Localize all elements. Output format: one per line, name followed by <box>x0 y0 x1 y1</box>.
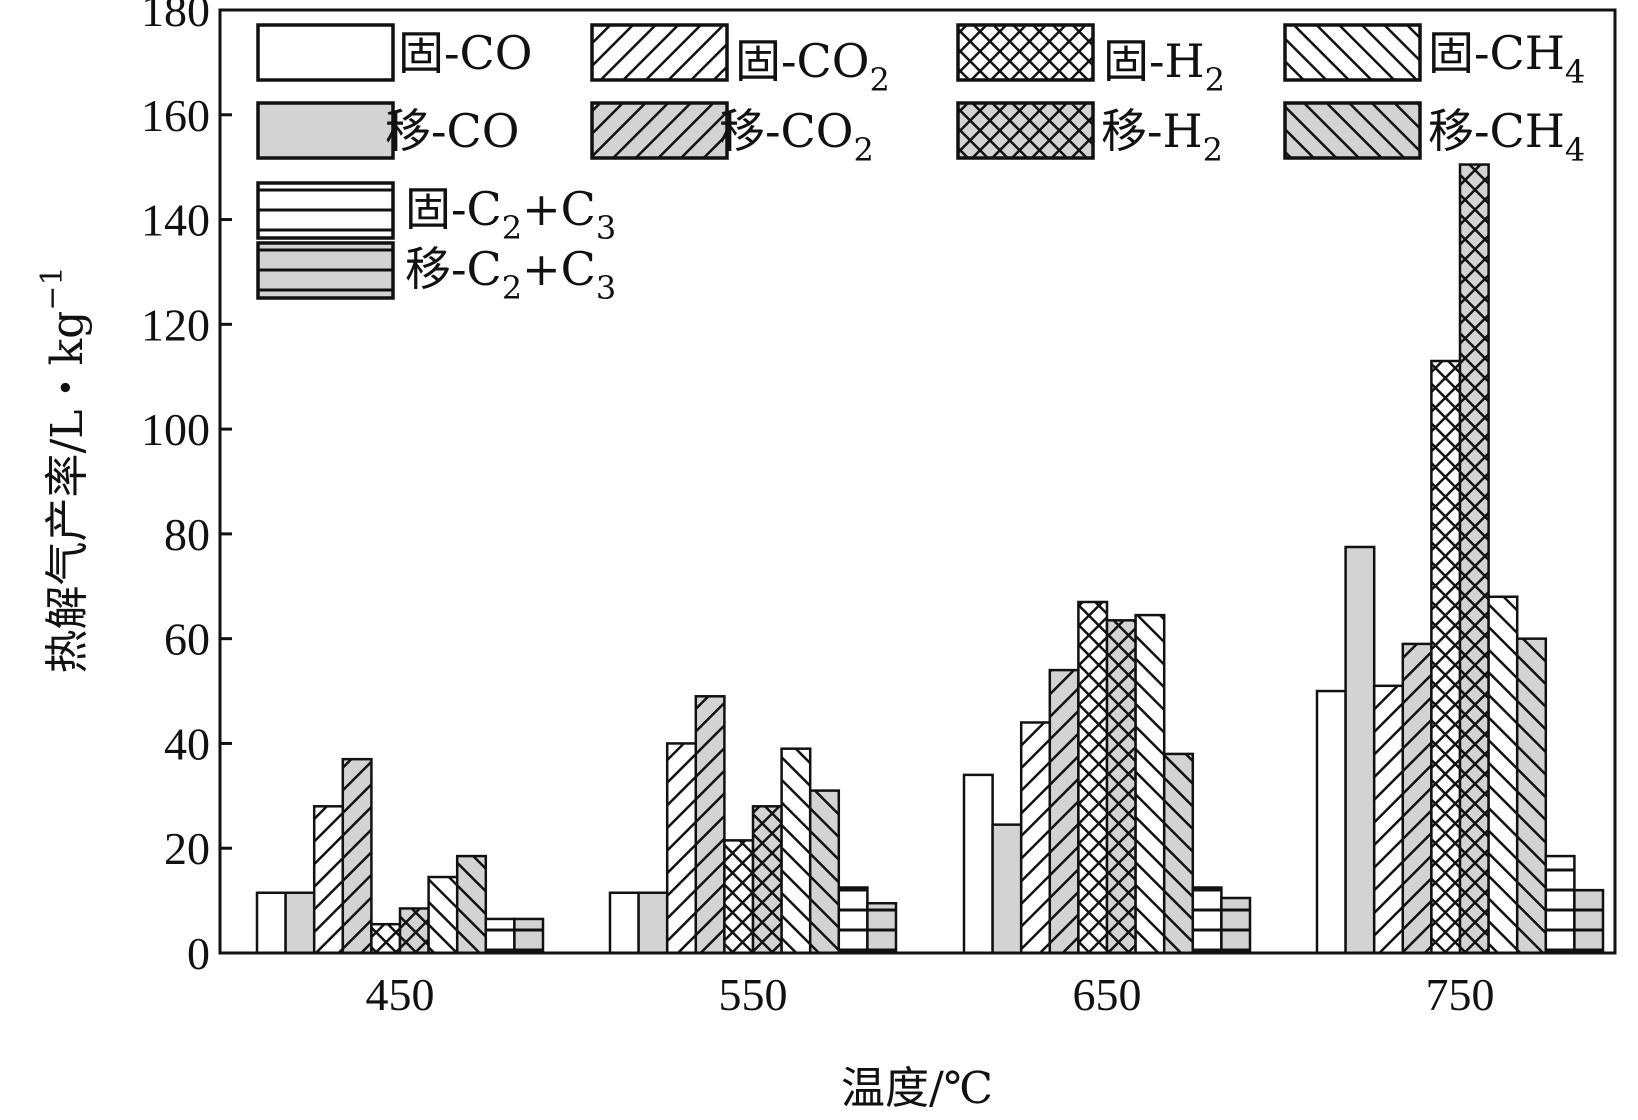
y-tick-label: 180 <box>141 0 210 36</box>
bar-移-C2+C3-750 <box>1573 888 1605 955</box>
bar-固-CO2-650 <box>1019 721 1052 955</box>
bar-移-CH4-650 <box>1162 752 1195 955</box>
bar-固-CO2-750 <box>1372 684 1405 955</box>
y-tick-label: 100 <box>141 404 210 455</box>
legend-swatch-固-CO2 <box>590 23 729 82</box>
bar-移-CO-550 <box>637 891 669 955</box>
legend-label-移-CH4: 移-CH4 <box>1428 104 1585 169</box>
y-tick-label: 120 <box>141 299 210 350</box>
bar-移-H2-550 <box>751 805 783 955</box>
bar-移-CH4-450 <box>455 854 488 955</box>
legend-label-固-CH4: 固-CH4 <box>1428 26 1585 91</box>
legend-swatch-固-CO <box>256 23 395 82</box>
y-tick-label: 60 <box>164 614 210 665</box>
x-tick-label: 450 <box>366 969 435 1020</box>
legend-swatch-移-H2 <box>956 101 1095 160</box>
x-tick-label: 550 <box>719 969 788 1020</box>
bar-移-H2-450 <box>398 907 430 955</box>
bar-移-CH4-750 <box>1515 637 1548 955</box>
legend-label-固-H2: 固-H2 <box>1103 34 1225 99</box>
legend-swatch-移-CH4 <box>1283 101 1422 160</box>
legend-label-固-CO: 固-CO <box>398 26 532 80</box>
bar-固-CO2-450 <box>312 805 345 955</box>
bar-固-CO-550 <box>608 891 640 955</box>
y-axis-title: 热解气产率/L・kg−1 <box>35 266 93 673</box>
bar-移-CO-650 <box>991 823 1023 955</box>
legend-swatch-固-H2 <box>956 23 1095 82</box>
legend-label-移-CO: 移-CO <box>385 104 519 158</box>
x-tick-label: 650 <box>1073 969 1142 1020</box>
bar-移-CO-750 <box>1344 545 1376 955</box>
bar-移-CO-450 <box>284 891 316 955</box>
y-tick-label: 0 <box>187 928 210 979</box>
y-tick-label: 80 <box>164 509 210 560</box>
bar-移-C2+C3-550 <box>866 901 898 955</box>
bar-移-H2-750 <box>1458 163 1490 955</box>
legend-swatch-固-C2+C3 <box>256 181 395 240</box>
bar-移-CH4-550 <box>808 789 841 955</box>
bar-移-C2+C3-450 <box>513 917 545 955</box>
bar-移-CO2-650 <box>1048 668 1080 955</box>
y-tick-label: 20 <box>164 823 210 874</box>
bar-固-CO-750 <box>1315 689 1347 955</box>
bars-group <box>255 163 1605 955</box>
x-tick-label: 750 <box>1426 969 1495 1020</box>
bar-移-C2+C3-650 <box>1220 896 1252 955</box>
y-axis: 0 20 40 60 80 100 120 140 160 180 <box>141 0 232 979</box>
bar-固-C2+C3-450 <box>484 917 516 955</box>
legend-swatch-移-CO2 <box>590 101 729 160</box>
y-axis-title-unit-sup: −1 <box>35 266 70 310</box>
bar-固-CH4-550 <box>780 747 812 955</box>
legend-swatch-移-CO <box>256 101 395 160</box>
bar-固-H2-750 <box>1430 359 1462 955</box>
legend-label-移-H2: 移-H2 <box>1101 104 1223 169</box>
bar-固-C2+C3-750 <box>1544 854 1576 955</box>
x-axis-title: 温度/℃ <box>841 1063 993 1114</box>
bar-固-CH4-750 <box>1487 595 1519 955</box>
legend-swatch-移-C2+C3 <box>256 241 395 300</box>
legend-label-移-C2+C3: 移-C2+C3 <box>405 242 616 307</box>
bar-固-CH4-650 <box>1134 613 1166 955</box>
bar-固-H2-650 <box>1077 600 1109 955</box>
legend-swatch-固-CH4 <box>1283 23 1422 82</box>
bar-固-CO2-550 <box>665 742 698 955</box>
svg-text:热解气产率/L・kg−1: 热解气产率/L・kg−1 <box>35 266 93 673</box>
bar-移-CO2-750 <box>1401 642 1433 955</box>
legend-label-移-CO2: 移-CO2 <box>719 104 874 169</box>
legend-label-固-CO2: 固-CO2 <box>735 34 890 99</box>
bar-固-CO-650 <box>962 773 994 955</box>
y-tick-label: 40 <box>164 718 210 769</box>
x-axis: 450 550 650 750 <box>366 969 1495 1020</box>
bar-固-C2+C3-650 <box>1191 886 1223 955</box>
bar-固-H2-450 <box>370 922 402 955</box>
bar-固-CH4-450 <box>427 875 459 955</box>
bar-移-CO2-450 <box>341 757 373 955</box>
bar-固-C2+C3-550 <box>837 886 869 955</box>
y-tick-label: 160 <box>141 90 210 141</box>
bar-移-CO2-550 <box>694 695 726 955</box>
bar-移-H2-650 <box>1105 619 1137 955</box>
y-axis-title-text: 热解气产率/L・kg <box>42 311 93 674</box>
legend-label-固-C2+C3: 固-C2+C3 <box>405 182 616 247</box>
y-tick-label: 140 <box>141 195 210 246</box>
bar-固-CO-450 <box>255 891 287 955</box>
bar-固-H2-550 <box>723 839 755 955</box>
plot-frame <box>218 8 1617 955</box>
